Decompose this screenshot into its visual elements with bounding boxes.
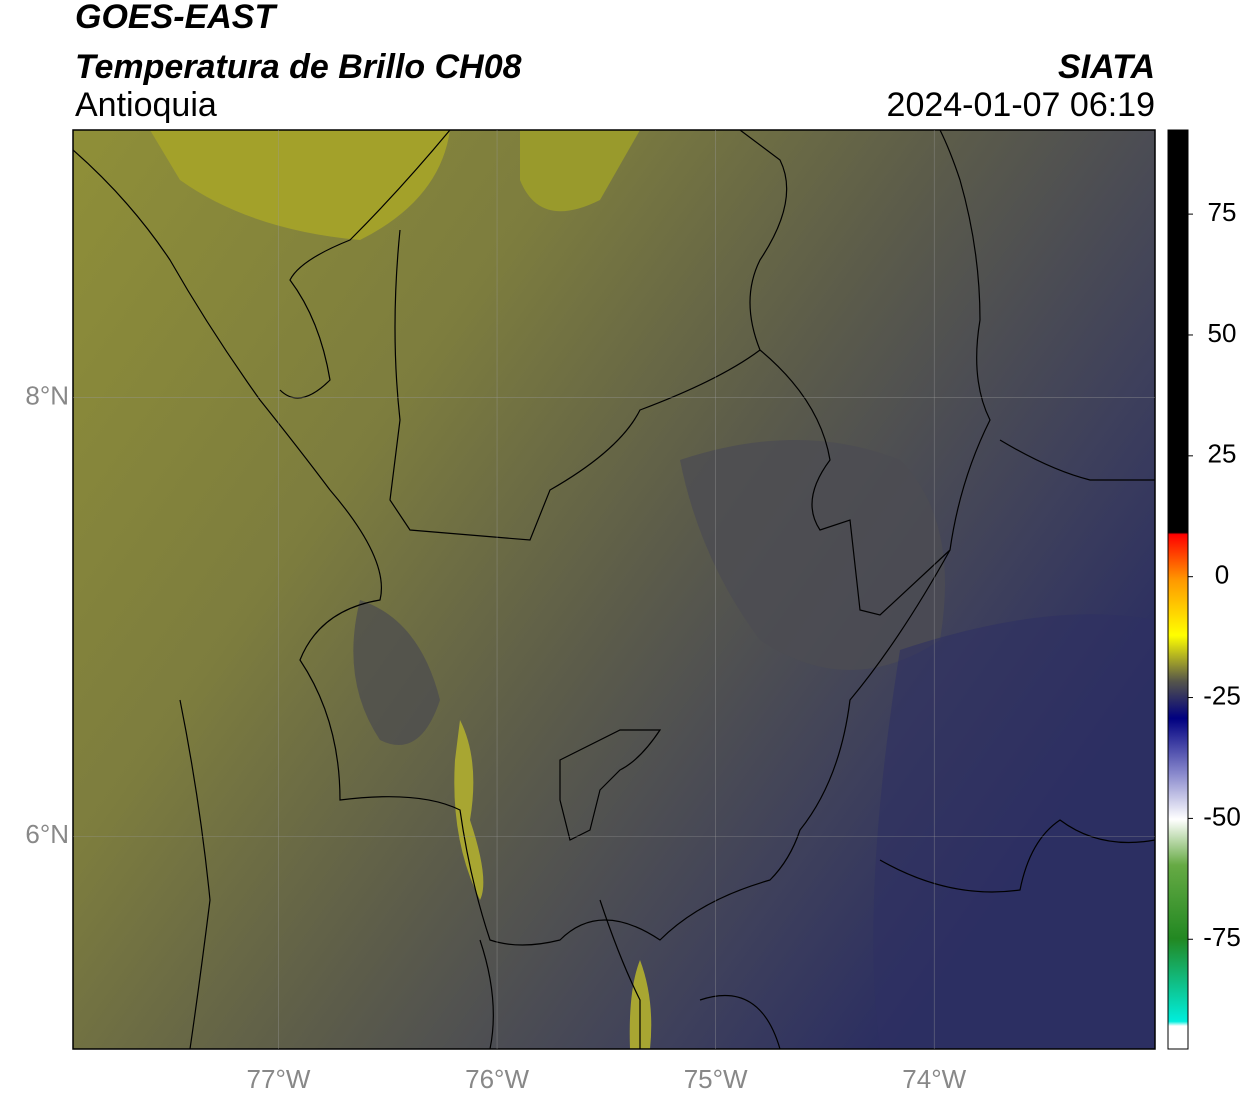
region: Antioquia bbox=[75, 86, 217, 124]
lon-tick-label: 76°W bbox=[465, 1064, 529, 1094]
colorbar-tick-label: 50 bbox=[1208, 318, 1237, 348]
subtitle: Temperatura de Brillo CH08 bbox=[75, 48, 522, 86]
lon-tick-label: 75°W bbox=[684, 1064, 748, 1094]
map-frame bbox=[72, 129, 1156, 1050]
source: SIATA bbox=[1058, 48, 1155, 86]
colorbar-tick-label: 75 bbox=[1208, 197, 1237, 227]
lon-tick-label: 74°W bbox=[902, 1064, 966, 1094]
colorbar-tick-label: -25 bbox=[1203, 680, 1241, 710]
title: GOES-EAST bbox=[75, 0, 278, 36]
colorbar-tick-label: -50 bbox=[1203, 801, 1241, 831]
colorbar-tick-label: 0 bbox=[1215, 560, 1229, 590]
colorbar-tick-label: 25 bbox=[1208, 439, 1237, 469]
lon-tick-label: 77°W bbox=[247, 1064, 311, 1094]
map-image bbox=[73, 130, 1155, 1049]
colorbar-tick-label: -75 bbox=[1203, 922, 1241, 952]
lat-tick-label: 8°N bbox=[25, 380, 69, 410]
colorbar bbox=[1167, 129, 1189, 1050]
lat-tick-label: 6°N bbox=[25, 819, 69, 849]
datetime: 2024-01-07 06:19 bbox=[887, 86, 1155, 124]
